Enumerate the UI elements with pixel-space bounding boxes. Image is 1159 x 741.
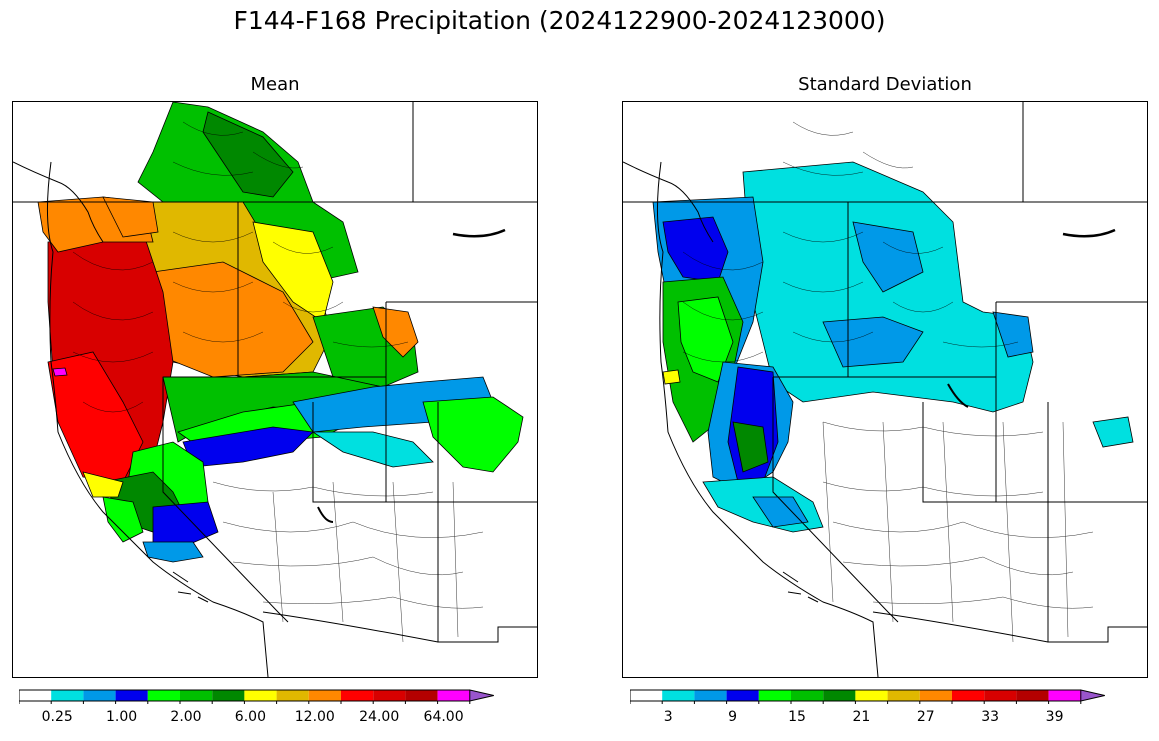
- colorbar-cell: [244, 690, 277, 701]
- region-pink-spot: [52, 367, 68, 377]
- std-region-coast-lime: [677, 296, 734, 383]
- mean-map: [12, 101, 538, 678]
- colorbar-cell: [308, 690, 341, 701]
- colorbar-cell: [823, 690, 856, 701]
- colorbar-tick-label: 3: [663, 709, 673, 725]
- mean-basins: [72, 121, 484, 643]
- region-coast-lime: [102, 496, 144, 543]
- colorbar-cell: [341, 690, 374, 701]
- colorbar-cell: [758, 690, 791, 701]
- colorbar-cell: [919, 690, 952, 701]
- colorbar-cell: [437, 690, 470, 701]
- std-region-yellow-spot: [662, 369, 681, 385]
- colorbar-tick-label: 0.25: [41, 709, 73, 725]
- colorbar-cell: [373, 690, 406, 701]
- colorbar-cell: [51, 690, 84, 701]
- colorbar-cell: [405, 690, 438, 701]
- region-coast-yellow: [82, 471, 124, 498]
- colorbar-cell: [1048, 690, 1081, 701]
- colorbar-tick-label: 33: [981, 709, 1000, 725]
- colorbar-tick-label: 39: [1045, 709, 1064, 725]
- colorbar-cell: [952, 690, 985, 701]
- colorbar-cell: [115, 690, 148, 701]
- colorbar-tick-label: 15: [788, 709, 806, 725]
- colorbar-cell: [887, 690, 920, 701]
- mean-regions: [37, 102, 524, 563]
- mean-map-svg: [13, 102, 537, 677]
- colorbar-tick-label: 27: [916, 709, 935, 725]
- colorbar-cell: [726, 690, 759, 701]
- mean-colorbar-ticks: 0.25 1.00 2.00 6.00 12.00 24.00 64.00: [19, 704, 533, 734]
- std-map: [622, 101, 1148, 678]
- region-bc-dark: [202, 111, 294, 198]
- std-colorbar-ticks: 3 9 15 21 27 33 39: [630, 704, 1144, 734]
- colorbar-tick-label: 24.00: [359, 709, 400, 725]
- std-map-svg: [623, 102, 1147, 677]
- figure-title: F144-F168 Precipitation (2024122900-2024…: [233, 6, 886, 35]
- region-socal-blue: [142, 541, 204, 563]
- mean-colorbar: [19, 689, 494, 704]
- colorbar-tick-label: 64.00: [423, 709, 464, 725]
- colorbar-cell: [694, 690, 727, 701]
- mean-panel-title: Mean: [250, 74, 300, 95]
- std-region-sierra-green: [732, 421, 769, 473]
- colorbar-cell: [147, 690, 180, 701]
- std-colorbar-cells: [630, 689, 1105, 704]
- std-panel-title: Standard Deviation: [798, 74, 972, 95]
- mean-boundaries: [13, 102, 537, 677]
- colorbar-cell: [19, 690, 52, 701]
- colorbar-cell: [1016, 690, 1049, 701]
- colorbar-cell: [662, 690, 695, 701]
- colorbar-cell: [180, 690, 213, 701]
- colorbar-cell: [630, 690, 663, 701]
- std-colorbar: [630, 689, 1105, 704]
- colorbar-extend-arrow: [469, 689, 494, 702]
- std-region-ne-cyan: [1092, 416, 1134, 448]
- colorbar-tick-label: 9: [728, 709, 738, 725]
- colorbar-cell: [212, 690, 245, 701]
- colorbar-tick-label: 6.00: [234, 709, 266, 725]
- region-wyoming-orange: [372, 306, 419, 358]
- colorbar-cell: [276, 690, 309, 701]
- std-region-socal-blue: [752, 496, 809, 528]
- region-sierra-blue: [152, 501, 219, 548]
- mean-colorbar-cells: [19, 689, 494, 704]
- colorbar-tick-label: 12.00: [294, 709, 335, 725]
- colorbar-cell: [855, 690, 888, 701]
- colorbar-tick-label: 2.00: [170, 709, 202, 725]
- region-wa-orange: [102, 196, 159, 238]
- colorbar-tick-label: 1.00: [106, 709, 138, 725]
- std-regions: [652, 161, 1134, 533]
- std-region-wy-blue: [992, 311, 1034, 358]
- region-cyan-band: [311, 431, 434, 468]
- colorbar-extend-arrow: [1080, 689, 1105, 702]
- colorbar-cell: [791, 690, 824, 701]
- std-basins: [682, 121, 1094, 643]
- colorbar-tick-label: 21: [852, 709, 871, 725]
- colorbar-cell: [984, 690, 1017, 701]
- colorbar-cell: [83, 690, 116, 701]
- std-region-interior-blue: [852, 221, 924, 293]
